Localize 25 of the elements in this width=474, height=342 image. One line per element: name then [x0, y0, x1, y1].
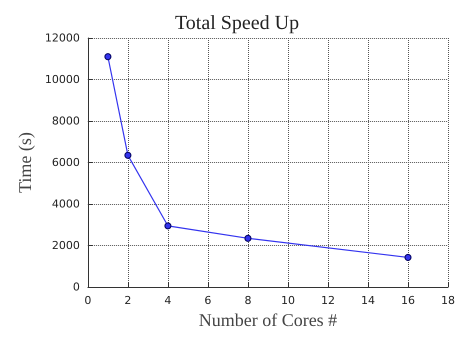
y-axis-title: Time (s): [15, 132, 35, 193]
y-tick-label: 2000: [52, 239, 80, 252]
x-tick-label: 16: [400, 294, 415, 308]
x-tick-label: 14: [360, 294, 375, 308]
x-tick-label: 8: [244, 294, 252, 308]
point: [104, 53, 112, 60]
point: [404, 254, 412, 261]
y-tick-label: 12000: [44, 32, 80, 44]
point: [164, 222, 172, 230]
x-tick-label: 12: [320, 294, 335, 308]
x-tick-label: 4: [164, 294, 172, 308]
x-tick-label: 18: [441, 294, 455, 308]
point: [124, 152, 132, 159]
x-tick-label: 6: [204, 294, 212, 308]
y-tick-label: 6000: [52, 156, 80, 170]
y-tick-label: 0: [72, 280, 80, 294]
y-tick-label: 4000: [52, 198, 80, 211]
y-tick-label: 10000: [44, 73, 80, 86]
chart-title: Total Speed Up: [174, 12, 300, 34]
point: [244, 234, 252, 242]
x-axis-title: Number of Cores #: [198, 310, 338, 330]
x-tick-label: 2: [124, 294, 132, 308]
x-tick-label: 0: [84, 294, 92, 308]
y-tick-label: 8000: [52, 114, 80, 128]
x-tick-label: 10: [280, 294, 295, 308]
